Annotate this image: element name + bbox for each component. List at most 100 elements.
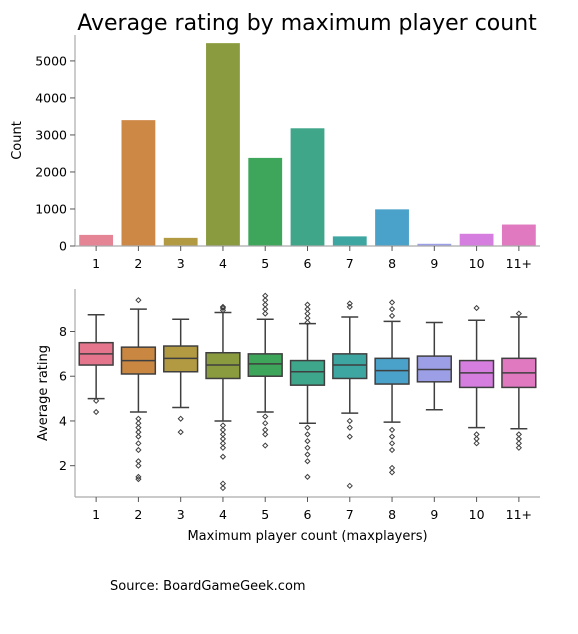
bar-y-tick-label: 2000	[35, 164, 67, 179]
box-y-tick-label: 8	[59, 324, 67, 339]
box-flier	[304, 458, 311, 465]
box-flier	[304, 473, 311, 480]
box-flier	[388, 433, 396, 440]
box-flier	[135, 473, 142, 480]
bar-1	[79, 234, 114, 246]
box-plot-chart: 2 4 6 8 1 2 3 4 5 6 7 8 9 10 11+ Maximum player count (…	[36, 289, 540, 544]
box-flier	[219, 303, 227, 310]
bar-x-tick-label: 10	[469, 256, 485, 271]
bar-9	[417, 243, 452, 246]
bar-x-tick-label: 7	[346, 256, 354, 271]
box-flier	[93, 408, 100, 416]
box-flier	[304, 437, 311, 445]
box-x-tick-label: 4	[219, 507, 227, 522]
box-2	[120, 297, 157, 483]
box-x-axis-label: Maximum player count (maxplayers)	[187, 529, 427, 544]
box-flier	[304, 451, 311, 458]
box-flier	[515, 444, 522, 451]
box-5	[247, 292, 283, 449]
bar-y-tick-label: 0	[59, 239, 67, 254]
box-8	[374, 299, 410, 476]
bar-y-tick-label: 4000	[35, 90, 67, 105]
box-flier	[473, 304, 480, 312]
bar-4	[206, 43, 240, 246]
box-iqr	[458, 359, 495, 389]
bar-x-tick-label: 4	[219, 256, 227, 271]
box-x-tick-label: 7	[346, 507, 354, 522]
bar-x-tick-label: 11+	[506, 256, 532, 271]
box-flier	[262, 431, 269, 438]
box-flier	[388, 446, 396, 454]
box-x-tick-label: 3	[177, 507, 185, 522]
bar-3	[163, 237, 198, 246]
bar-10	[459, 233, 494, 246]
box-flier	[93, 397, 100, 404]
bar-y-tick-label: 5000	[35, 53, 67, 68]
box-flier	[346, 303, 353, 310]
box-flier	[219, 304, 227, 312]
box-9	[416, 321, 452, 411]
box-flier	[177, 415, 184, 422]
box-flier	[388, 440, 396, 447]
box-iqr	[289, 359, 326, 386]
box-flier	[388, 426, 396, 434]
box-x-tick-label: 1	[92, 507, 100, 522]
box-flier	[515, 310, 522, 317]
box-flier	[262, 442, 269, 449]
box-flier	[177, 429, 184, 436]
box-6	[289, 301, 326, 480]
box-flier	[388, 306, 396, 313]
box-flier	[135, 297, 142, 304]
box-flier	[304, 424, 311, 431]
chart-title: Average rating by maximum player count	[77, 11, 537, 36]
box-flier	[346, 482, 353, 489]
bar-5	[248, 157, 283, 246]
box-flier	[219, 307, 227, 314]
bar-x-tick-label: 1	[92, 256, 100, 271]
box-3	[163, 318, 199, 436]
bar-y-tick-label: 1000	[35, 201, 67, 216]
box-x-tick-label: 9	[430, 507, 438, 522]
box-flier	[346, 300, 353, 307]
bar-x-tick-label: 5	[261, 256, 269, 271]
box-flier	[388, 312, 396, 319]
box-y-tick-label: 2	[59, 458, 67, 473]
box-flier	[388, 469, 396, 476]
box-x-tick-label: 10	[469, 507, 485, 522]
box-flier	[135, 462, 142, 469]
box-flier	[304, 319, 311, 326]
source-caption: Source: BoardGameGeek.com	[110, 579, 306, 594]
bar-chart: 0 1000 2000 3000 4000 5000 1 2 3 4 5 6 7 8 9 10 11+ Count	[10, 35, 540, 271]
bar-x-tick-label: 8	[388, 256, 396, 271]
box-y-axis-label: Average rating	[36, 345, 51, 441]
bar-x-tick-label: 6	[304, 256, 312, 271]
box-flier	[304, 444, 311, 451]
bar-2	[121, 120, 156, 246]
box-flier	[346, 433, 353, 440]
box-x-tick-label: 2	[134, 507, 142, 522]
box-flier	[219, 444, 227, 451]
bar-8	[375, 209, 409, 246]
box-flier	[262, 310, 269, 317]
box-flier	[135, 476, 142, 483]
box-flier	[219, 453, 227, 460]
box-flier	[262, 413, 269, 420]
box-flier	[135, 433, 142, 440]
box-x-tick-label: 5	[261, 507, 269, 522]
bar-6	[290, 128, 325, 246]
box-x-tick-label: 11+	[506, 507, 532, 522]
box-iqr	[247, 353, 283, 377]
box-x-tick-label: 6	[304, 507, 312, 522]
box-flier	[346, 417, 353, 425]
bar-11+	[501, 224, 536, 246]
box-iqr	[332, 353, 368, 380]
bar-x-tick-label: 2	[134, 256, 142, 271]
bar-y-tick-label: 3000	[35, 127, 67, 142]
box-flier	[388, 299, 396, 306]
box-y-tick-label: 6	[59, 369, 67, 384]
box-flier	[135, 440, 142, 447]
bar-x-tick-label: 9	[430, 256, 438, 271]
box-flier	[219, 484, 227, 492]
box-4	[205, 303, 241, 492]
